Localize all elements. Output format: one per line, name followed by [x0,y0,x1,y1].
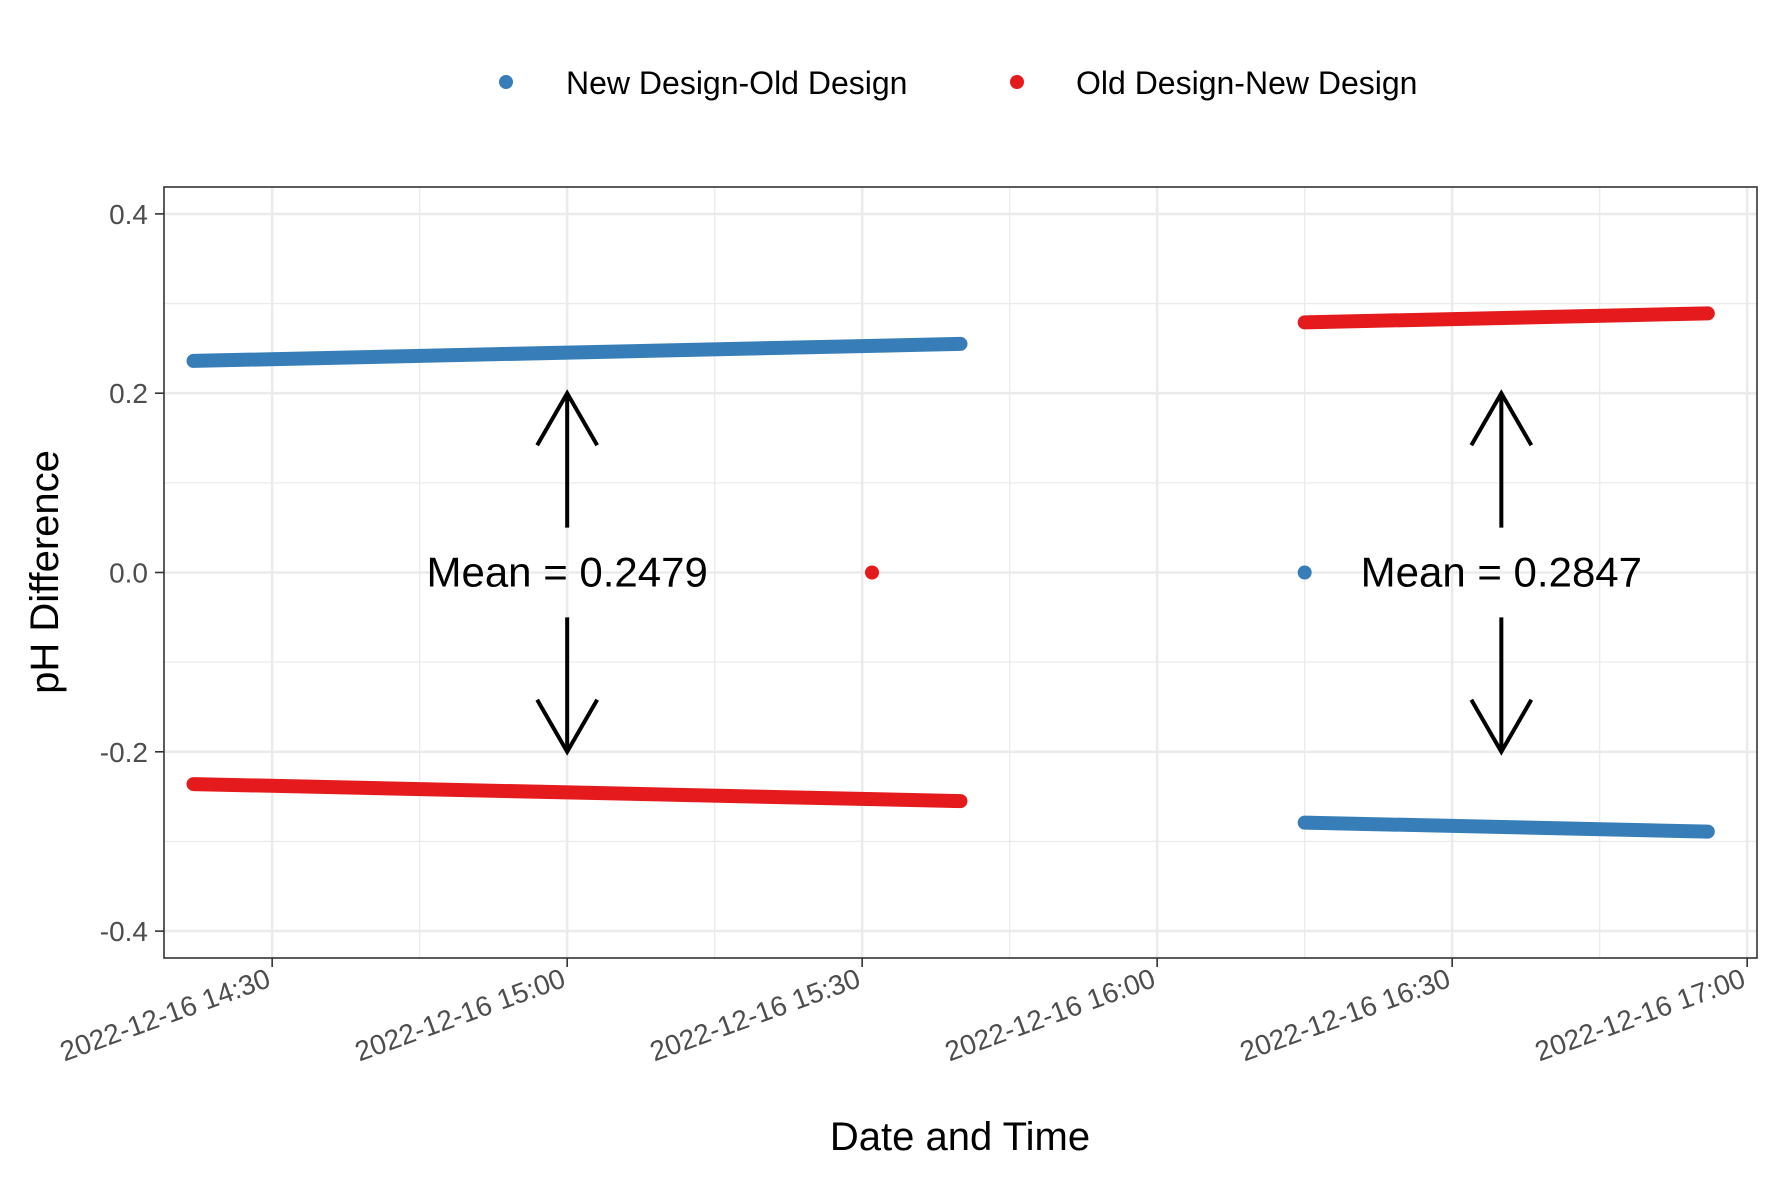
legend-label-1: Old Design-New Design [1076,65,1417,101]
y-tick-label: -0.4 [100,916,148,947]
grid [164,187,1757,958]
x-tick-label: 2022-12-16 15:00 [351,963,569,1068]
axes: -0.4 -0.2 0.0 0.2 0.4 2022-12-16 14:30 2022-12… [56,199,1749,1067]
legend-key-1 [1010,75,1024,89]
series-0-point-band [186,336,968,368]
data-marks [186,306,1715,839]
series-0-point [1297,565,1312,580]
up-arrow-head [535,389,599,447]
y-tick-label: 0.0 [109,558,148,589]
mean-annotation-label: Mean = 0.2847 [1361,549,1642,596]
series-1-point [865,565,879,580]
legend: New Design-Old Design Old Design-New Desi… [499,65,1417,101]
x-tick-label: 2022-12-16 14:30 [56,963,274,1068]
y-tick-label: 0.2 [109,378,148,409]
x-tick-label: 2022-12-16 17:00 [1531,963,1749,1068]
y-tick-label: -0.2 [100,737,148,768]
x-tick-label: 2022-12-16 16:30 [1236,963,1454,1068]
x-tick-label: 2022-12-16 16:00 [941,963,1159,1068]
series-0-point-band [1297,815,1715,839]
legend-label-0: New Design-Old Design [566,65,907,101]
legend-key-0 [499,75,513,89]
y-tick-label: 0.4 [109,199,148,230]
down-arrow-head [1469,698,1534,756]
up-arrow-head [1469,389,1534,447]
series-1-point-band [186,777,968,809]
x-tick-label: 2022-12-16 15:30 [646,963,864,1068]
x-axis-title: Date and Time [830,1115,1090,1159]
y-axis-title: pH Difference [23,450,67,694]
series-1-point-band [1297,306,1715,330]
down-arrow-head [535,698,599,756]
annotations: Mean = 0.2479 Mean = 0.2847 [426,389,1642,756]
mean-annotation-label: Mean = 0.2479 [426,549,707,596]
